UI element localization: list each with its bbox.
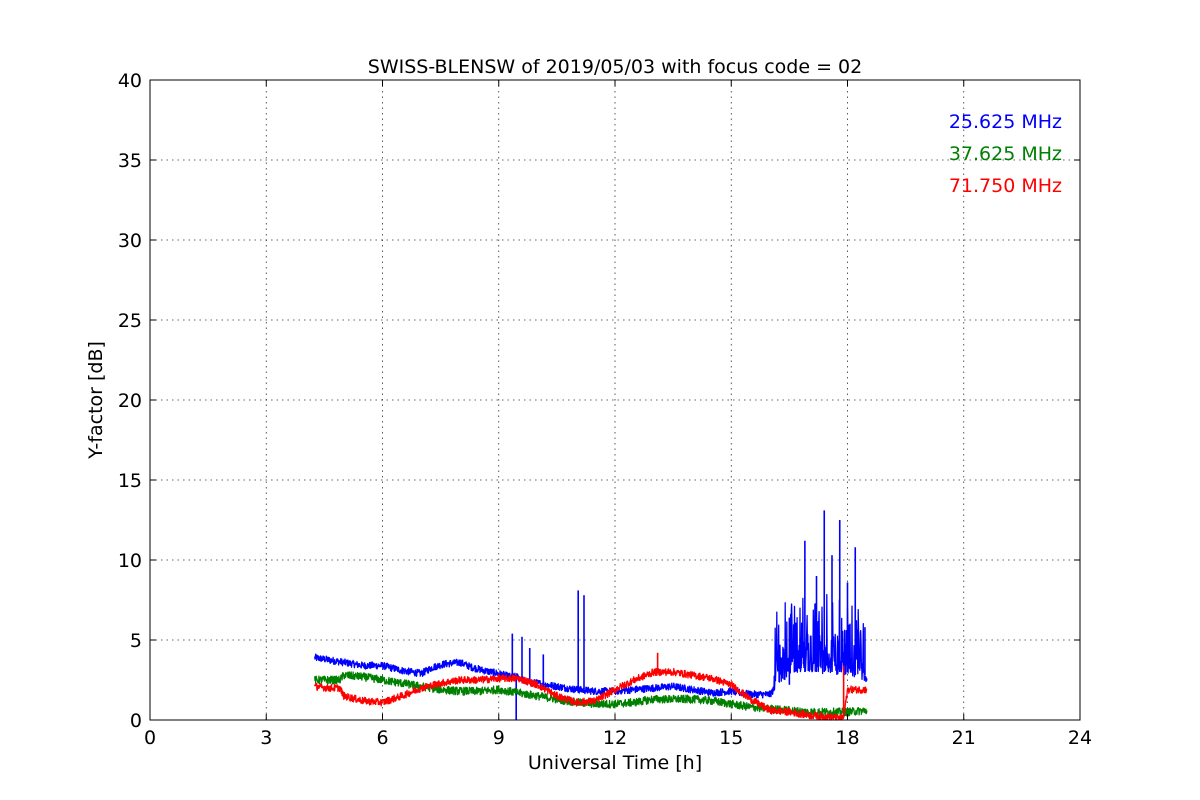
x-tick-label: 18 (835, 727, 859, 749)
chart-title: SWISS-BLENSW of 2019/05/03 with focus co… (368, 56, 862, 78)
y-tick-label: 20 (118, 390, 142, 412)
y-tick-label: 40 (118, 70, 142, 92)
x-tick-label: 24 (1068, 727, 1092, 749)
x-tick-label: 12 (603, 727, 627, 749)
grid (149, 79, 1081, 721)
x-tick-label: 0 (144, 727, 156, 749)
legend-entry-71-750: 71.750 MHz (949, 175, 1062, 197)
x-tick-label: 21 (952, 727, 976, 749)
axis-ticks: 0 3 6 9 12 15 18 21 24 0 5 10 15 20 25 30 35 40 (118, 70, 1092, 749)
x-axis-label: Universal Time [h] (528, 752, 702, 774)
legend-entry-25-625: 25.625 MHz (949, 111, 1062, 133)
y-tick-label: 35 (118, 150, 142, 172)
series-line-71-750 (314, 667, 868, 721)
y-tick-label: 0 (130, 710, 142, 732)
x-tick-label: 6 (376, 727, 388, 749)
y-tick-label: 10 (118, 550, 142, 572)
series-layer (314, 510, 868, 721)
x-tick-label: 9 (493, 727, 505, 749)
x-tick-label: 15 (719, 727, 743, 749)
y-tick-label: 15 (118, 470, 142, 492)
legend-entry-37-625: 37.625 MHz (949, 143, 1062, 165)
y-tick-label: 5 (130, 630, 142, 652)
y-axis-label: Y-factor [dB] (85, 341, 107, 460)
y-tick-label: 30 (118, 230, 142, 252)
series-line-25-625 (314, 593, 868, 699)
x-tick-label: 3 (260, 727, 272, 749)
legend: 25.625 MHz 37.625 MHz 71.750 MHz (949, 111, 1062, 197)
y-tick-label: 25 (118, 310, 142, 332)
